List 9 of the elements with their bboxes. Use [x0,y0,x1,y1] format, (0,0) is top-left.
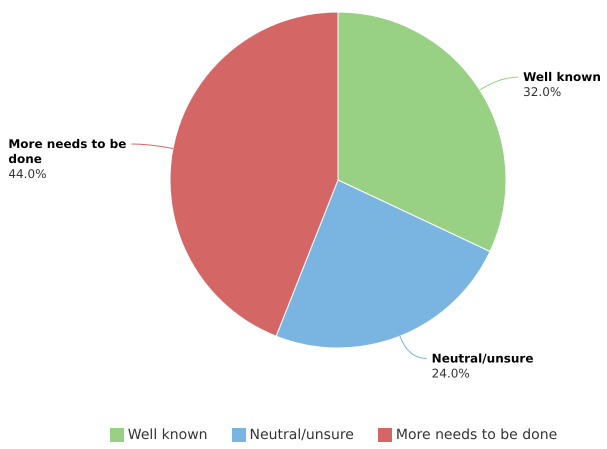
legend-label: Neutral/unsure [250,427,354,443]
data-label: 32.0% [523,85,562,100]
slice-label: More needs to be done [8,137,126,166]
legend-label: Well known [128,427,208,443]
data-label: 24.0% [432,366,470,381]
slice-label: Neutral/unsure [432,352,534,366]
legend-label: More needs to be done [396,427,558,443]
data-label: 44.0% [8,167,46,182]
slice-label: Well known [523,70,601,84]
